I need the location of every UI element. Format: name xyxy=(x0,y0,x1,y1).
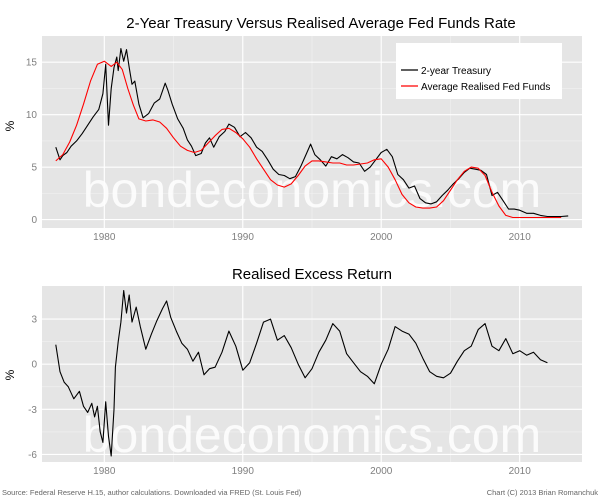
legend: 2-year Treasury Average Realised Fed Fun… xyxy=(396,43,562,99)
y-tick-labels-top: 0 5 10 15 xyxy=(26,58,38,226)
x-tick-label: 2000 xyxy=(370,466,393,477)
chart-panel-bottom: Realised Excess Return bondeconomics.com… xyxy=(3,266,582,477)
watermark-top: bondeconomics.com xyxy=(83,162,542,218)
x-tick-labels-top: 1980 1990 2000 2010 xyxy=(93,232,531,243)
grid-bottom xyxy=(42,286,582,462)
x-tick-label: 1990 xyxy=(232,232,255,243)
legend-label-2-year-treasury: 2-year Treasury xyxy=(421,66,491,77)
y-tick-label: 5 xyxy=(31,163,37,174)
series-line-series-0-bottom xyxy=(55,289,548,457)
series-line-2-year-treasury-top xyxy=(55,48,569,218)
x-tick-labels-bottom: 1980 1990 2000 2010 xyxy=(93,466,531,477)
legend-label-fed-funds: Average Realised Fed Funds xyxy=(421,82,550,93)
watermark-bottom: bondeconomics.com xyxy=(83,407,542,463)
series-line-average-realised-fed-funds-top xyxy=(55,60,562,219)
series-lines-top xyxy=(55,48,569,219)
chart-title-bottom: Realised Excess Return xyxy=(232,266,392,283)
x-tick-label: 2000 xyxy=(370,232,393,243)
footer-credit: Chart (C) 2013 Brian Romanchuk xyxy=(487,488,599,497)
y-tick-label: 15 xyxy=(26,58,38,69)
x-tick-label: 1980 xyxy=(93,466,116,477)
footer-source: Source: Federal Reserve H.15, author cal… xyxy=(2,488,302,497)
x-tick-label: 2010 xyxy=(509,466,532,477)
y-tick-label: -3 xyxy=(28,405,37,416)
x-tick-label: 1980 xyxy=(93,232,116,243)
y-tick-label: -6 xyxy=(28,450,37,461)
x-tick-label: 2010 xyxy=(509,232,532,243)
y-tick-label: 0 xyxy=(31,360,37,371)
y-tick-label: 0 xyxy=(31,215,37,226)
y-tick-label: 10 xyxy=(26,110,38,121)
y-axis-label-bottom: % xyxy=(3,369,17,380)
y-tick-labels-bottom: -6 -3 0 3 xyxy=(28,315,37,461)
chart-title-top: 2-Year Treasury Versus Realised Average … xyxy=(126,15,515,32)
y-tick-label: 3 xyxy=(31,315,37,326)
x-tick-label: 1990 xyxy=(232,466,255,477)
chart-panel-top: 2-Year Treasury Versus Realised Average … xyxy=(3,15,582,243)
y-axis-label-top: % xyxy=(3,120,17,131)
legend-box xyxy=(396,43,562,99)
series-lines-bottom xyxy=(55,289,548,457)
